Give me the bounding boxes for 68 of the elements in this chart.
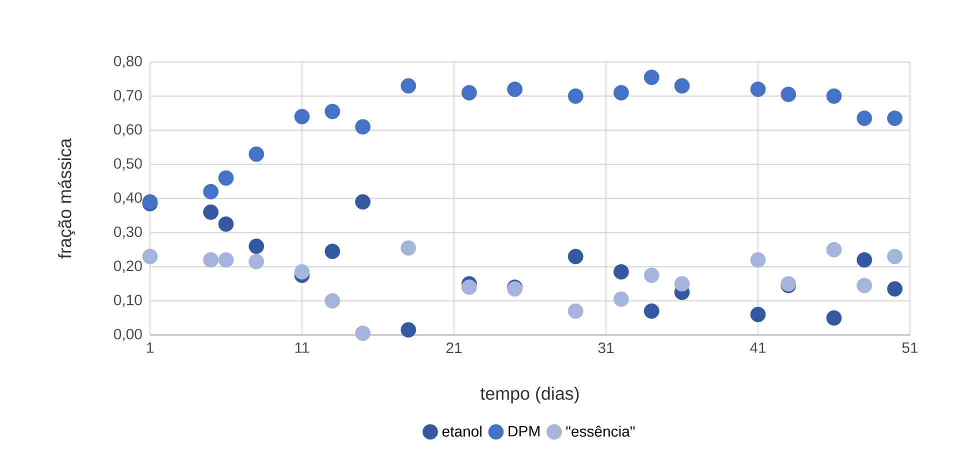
point [203, 204, 218, 220]
x-tick-label: 31 [598, 342, 614, 354]
point [248, 238, 264, 254]
x-tick-label: 41 [750, 342, 766, 353]
point [218, 252, 234, 268]
point [644, 303, 660, 319]
point [462, 85, 477, 100]
point [750, 82, 766, 97]
point [887, 281, 903, 297]
x-tick-label: 21 [446, 342, 462, 353]
y-tick-label: 0,30 [114, 226, 142, 239]
point [826, 310, 842, 326]
point [568, 248, 584, 264]
point [507, 82, 523, 97]
y-tick-label: 0,50 [114, 158, 142, 171]
point [644, 70, 660, 86]
y-tick-label: 0,60 [114, 124, 142, 136]
point [400, 322, 416, 338]
point [780, 86, 796, 102]
y-tick-label: 0,80 [114, 56, 142, 68]
y-axis-title: fração mássica [58, 138, 75, 259]
x-axis-title: tempo (dias) [480, 386, 579, 404]
point [355, 119, 371, 135]
point [294, 264, 310, 280]
point [644, 268, 660, 283]
point [142, 248, 158, 264]
y-tick-label: 0,00 [114, 328, 142, 342]
legend-label: "essência" [566, 426, 635, 437]
point [355, 194, 371, 210]
point [218, 170, 234, 186]
point [294, 108, 310, 124]
point [856, 252, 872, 268]
point [203, 252, 218, 268]
point [856, 278, 872, 294]
point [568, 303, 584, 319]
point [750, 252, 766, 268]
point [248, 146, 264, 162]
legend-label: etanol [442, 426, 482, 437]
point [826, 242, 842, 258]
point [674, 276, 690, 292]
point [400, 240, 416, 256]
point [750, 306, 766, 322]
legend-label: DPM [508, 426, 540, 436]
point [324, 244, 340, 260]
point [355, 326, 371, 341]
point [324, 104, 340, 120]
point [887, 110, 903, 126]
point [400, 78, 416, 94]
x-tick-label: 51 [902, 342, 918, 353]
point [614, 264, 629, 280]
y-tick-label: 0,10 [114, 294, 142, 308]
y-tick-label: 0,70 [114, 90, 142, 102]
point [674, 78, 690, 94]
point [614, 85, 629, 100]
point [218, 216, 234, 232]
point [887, 248, 903, 264]
point [324, 293, 340, 309]
point [826, 88, 842, 104]
y-tick-label: 0,20 [114, 260, 142, 273]
y-tick-label: 0,40 [114, 192, 142, 205]
point [248, 254, 264, 270]
point [203, 184, 218, 200]
point [462, 280, 477, 295]
point [568, 88, 584, 104]
x-tick-label: 1 [146, 342, 154, 353]
x-tick-label: 11 [295, 342, 310, 353]
point [614, 291, 629, 307]
point [856, 110, 872, 126]
